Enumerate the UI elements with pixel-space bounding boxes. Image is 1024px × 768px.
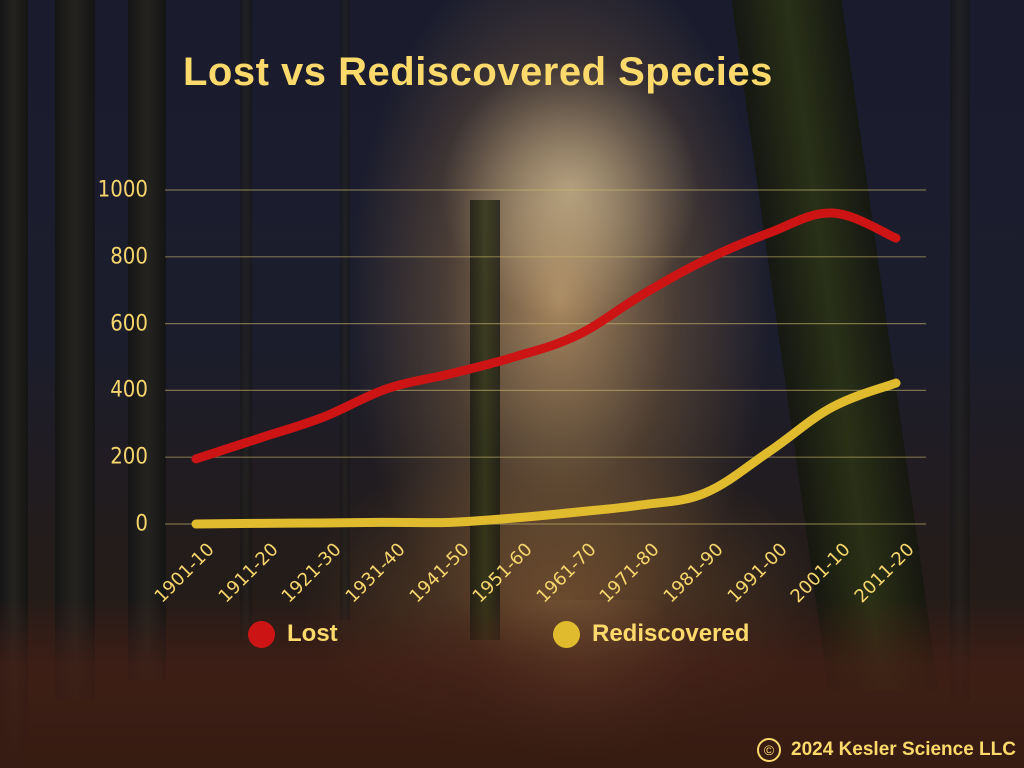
- y-tick-label: 0: [135, 511, 148, 537]
- chart-title: Lost vs Rediscovered Species: [183, 50, 773, 94]
- y-tick-label: 800: [110, 244, 148, 270]
- y-tick-label: 200: [110, 444, 148, 470]
- copyright-icon: ©: [757, 738, 782, 762]
- y-tick-label: 600: [110, 311, 148, 337]
- legend-item-lost: Lost: [248, 620, 338, 648]
- lost-series-line: [191, 208, 901, 464]
- rediscovered-series-line: [191, 378, 901, 529]
- copyright-notice: © 2024 Kesler Science LLC: [757, 738, 1016, 762]
- y-tick-label: 1000: [97, 177, 148, 203]
- lost-swatch-icon: [248, 620, 275, 648]
- legend-item-rediscovered: Rediscovered: [553, 620, 749, 648]
- y-tick-label: 400: [110, 377, 148, 403]
- gridlines: [165, 189, 926, 525]
- copyright-text: 2024 Kesler Science LLC: [791, 739, 1016, 760]
- rediscovered-swatch-icon: [553, 620, 580, 648]
- legend-label-rediscovered: Rediscovered: [592, 620, 750, 647]
- legend-label-lost: Lost: [287, 620, 338, 647]
